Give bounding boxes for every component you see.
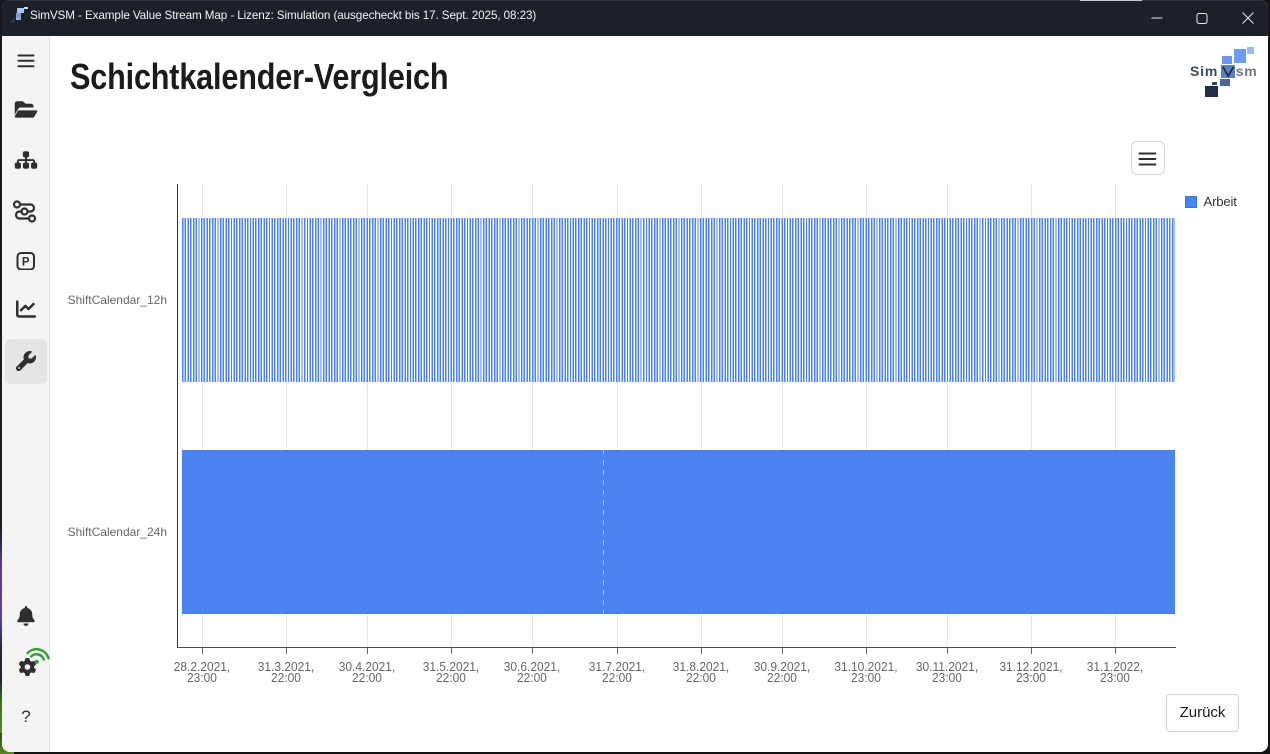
- svg-text:P: P: [22, 257, 30, 269]
